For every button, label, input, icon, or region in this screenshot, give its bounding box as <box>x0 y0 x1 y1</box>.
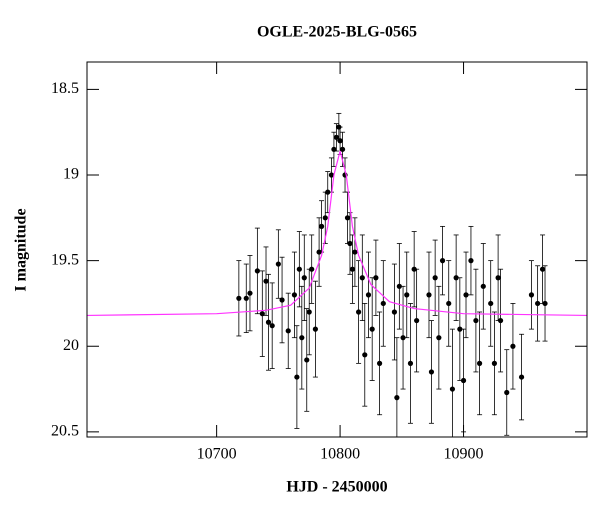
data-point <box>480 283 486 289</box>
data-point <box>325 189 331 195</box>
data-point <box>333 134 339 140</box>
data-point <box>463 292 469 298</box>
data-point <box>414 317 420 324</box>
data-point <box>304 357 310 363</box>
data-point <box>473 317 479 324</box>
data-point <box>373 275 379 281</box>
data-point <box>347 240 353 247</box>
data-point <box>309 266 315 272</box>
y-tick-label: 19 <box>63 166 79 183</box>
data-point <box>394 395 400 401</box>
data-point <box>236 295 242 301</box>
data-point <box>449 386 456 392</box>
data-point <box>339 146 346 152</box>
data-point <box>495 275 501 281</box>
chart-title: OGLE-2025-BLG-0565 <box>257 24 417 41</box>
data-point <box>539 266 546 272</box>
data-point <box>337 138 343 144</box>
data-point <box>291 292 298 298</box>
data-point <box>488 300 494 307</box>
data-point <box>344 215 351 221</box>
data-point <box>254 268 260 274</box>
data-point <box>301 275 307 281</box>
data-point <box>331 146 337 152</box>
data-point <box>269 323 275 329</box>
plot-area <box>87 112 587 437</box>
data-point <box>279 297 285 303</box>
data-point <box>528 292 535 298</box>
data-point <box>453 275 459 281</box>
y-tick-label: 20 <box>63 337 79 354</box>
data-point <box>396 283 402 289</box>
data-point <box>275 261 281 267</box>
data-point <box>352 249 358 255</box>
data-point <box>436 335 442 341</box>
data-point <box>318 223 325 229</box>
y-tick-label: 20.5 <box>51 423 79 440</box>
data-point <box>400 335 406 341</box>
data-point <box>322 215 328 221</box>
y-axis-label: I magnitude <box>13 208 30 291</box>
data-point <box>380 300 386 307</box>
data-point <box>391 309 398 315</box>
data-point <box>497 317 504 324</box>
data-point <box>328 172 335 178</box>
x-tick-label: 10700 <box>197 446 237 463</box>
y-tick-label: 19.5 <box>51 251 79 268</box>
data-point <box>365 292 372 298</box>
data-point <box>460 377 467 384</box>
data-point <box>407 360 414 366</box>
data-point <box>285 328 291 334</box>
data-point <box>457 326 463 332</box>
data-point <box>518 374 525 380</box>
data-point <box>349 266 356 272</box>
data-point <box>243 295 249 301</box>
x-tick-label: 10900 <box>444 446 484 463</box>
x-axis-label: HJD - 2450000 <box>286 479 387 496</box>
data-point <box>299 335 305 341</box>
data-point <box>491 360 498 366</box>
x-tick-label: 10800 <box>320 446 360 463</box>
plot-frame <box>86 61 588 438</box>
model-curve <box>87 150 587 317</box>
data-point <box>404 292 410 298</box>
data-point <box>510 343 516 349</box>
y-tick-label: 18.5 <box>51 80 79 97</box>
data-point <box>439 258 446 264</box>
data-point <box>359 275 365 281</box>
data-point <box>362 352 368 358</box>
data-point <box>312 326 318 332</box>
data-point <box>432 275 438 281</box>
data-point <box>504 389 510 396</box>
data-point <box>428 369 435 375</box>
data-point <box>265 319 272 325</box>
data-point <box>369 326 375 332</box>
data-point <box>542 300 548 307</box>
data-point <box>263 278 269 284</box>
data-point <box>296 266 302 272</box>
data-point <box>306 309 312 315</box>
data-point <box>476 360 483 366</box>
data-point <box>426 292 432 298</box>
data-point <box>247 290 253 296</box>
data-point <box>446 300 452 307</box>
data-point <box>376 360 383 366</box>
data-point <box>294 374 300 380</box>
data-point <box>468 258 474 264</box>
data-point <box>356 309 362 315</box>
data-point <box>535 300 541 307</box>
data-point <box>259 311 265 317</box>
